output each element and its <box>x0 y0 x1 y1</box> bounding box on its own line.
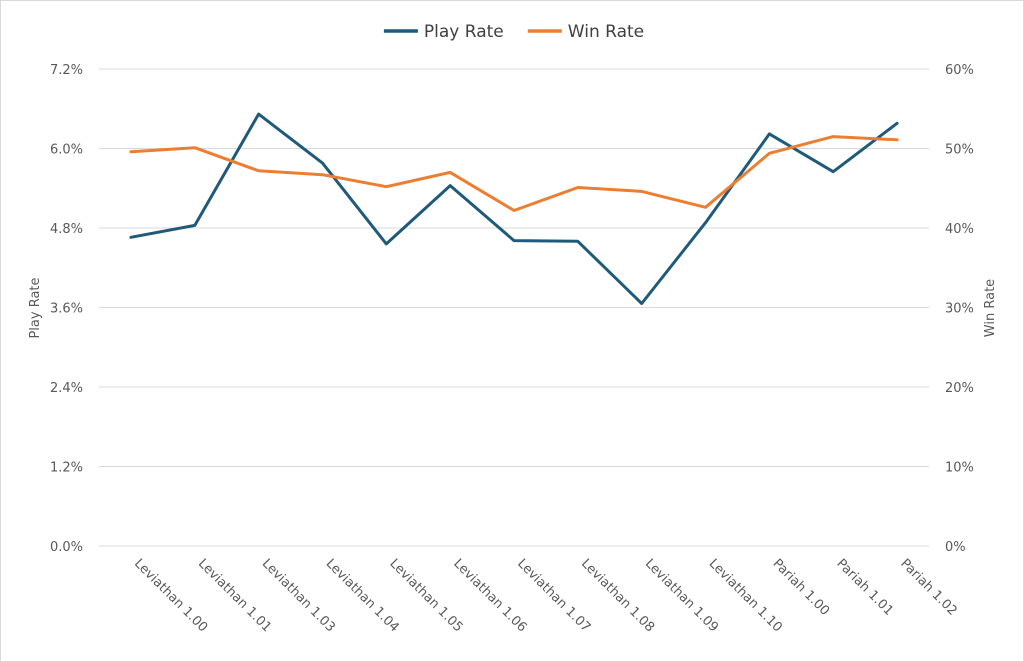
left-tick-label: 7.2% <box>50 63 83 78</box>
right-tick-label: 60% <box>945 63 974 78</box>
gridlines <box>99 68 929 547</box>
left-tick-label: 2.4% <box>50 381 83 396</box>
series-line-play-rate <box>129 112 899 305</box>
legend: Play Rate Win Rate <box>383 22 644 42</box>
left-axis-title: Play Rate <box>28 277 43 338</box>
x-tick-label: Pariah 1.01 <box>833 556 896 619</box>
right-tick-label: 50% <box>945 143 974 158</box>
x-tick-label: Pariah 1.00 <box>770 556 833 619</box>
left-tick-label: 3.6% <box>50 302 83 317</box>
right-tick-label: 20% <box>945 381 974 396</box>
left-tick-label: 4.8% <box>50 222 83 237</box>
legend-item: Win Rate <box>527 22 644 42</box>
legend-label: Play Rate <box>424 22 504 42</box>
legend-item: Play Rate <box>383 22 504 42</box>
left-tick-label: 0.0% <box>50 540 83 555</box>
right-axis-ticks: 0% 10% 20% 30% 40% 50% 60% <box>945 63 974 555</box>
left-tick-label: 6.0% <box>50 143 83 158</box>
left-axis-ticks: 0.0% 1.2% 2.4% 3.6% 4.8% 6.0% 7.2% <box>50 63 83 555</box>
right-tick-label: 10% <box>945 461 974 476</box>
right-tick-label: 0% <box>945 540 966 555</box>
left-tick-label: 1.2% <box>50 461 83 476</box>
x-tick-label: Pariah 1.02 <box>897 556 960 619</box>
legend-label: Win Rate <box>568 22 644 42</box>
right-tick-label: 40% <box>945 222 974 237</box>
series-lines <box>129 112 899 305</box>
series-line-win-rate <box>129 135 899 212</box>
right-axis-title: Win Rate <box>983 279 998 337</box>
right-tick-label: 30% <box>945 302 974 317</box>
